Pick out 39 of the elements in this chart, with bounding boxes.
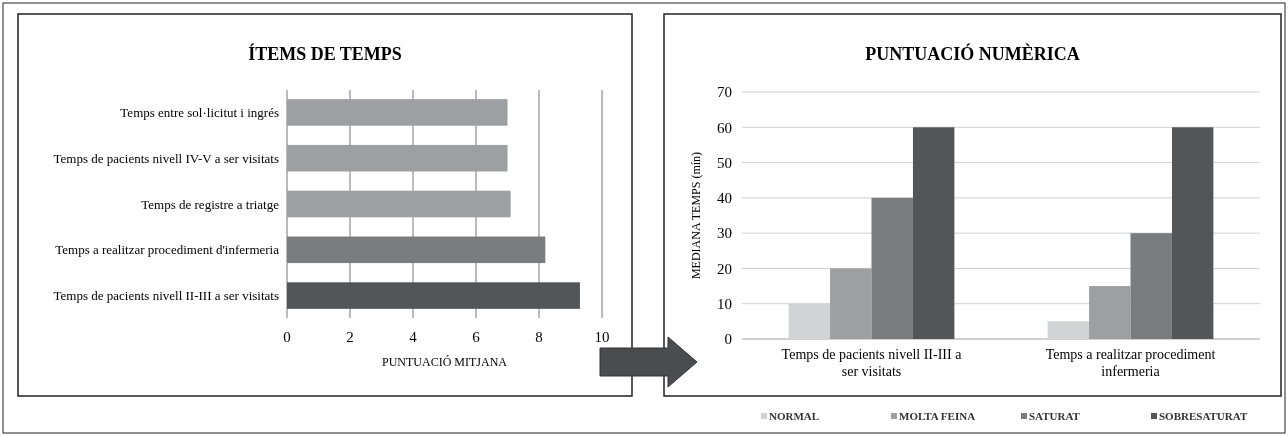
x-tick-label: Temps a realitzar procediment infermeria [1045, 347, 1216, 379]
bar [912, 127, 955, 339]
bar [1171, 127, 1214, 339]
chart-title: PUNTUACIÓ NUMÈRICA [865, 43, 1080, 64]
y-tick-label: 40 [717, 190, 732, 207]
x-tick-label: 2 [346, 329, 354, 345]
legend-label: SOBRESATURAT [1159, 410, 1248, 422]
legend-label: SATURAT [1029, 410, 1081, 422]
x-tick-label: 6 [472, 329, 481, 345]
y-tick-label: 10 [717, 295, 732, 312]
x-axis-title: PUNTUACIÓ MITJANA [382, 355, 508, 369]
x-tick-label: Temps de pacients nivell II-III a ser visitats [781, 347, 963, 379]
x-tick-label: 0 [283, 329, 291, 345]
x-tick-label: 8 [535, 329, 543, 345]
y-tick-label: Temps de pacients nivell IV-V a ser visitats [53, 150, 279, 166]
y-axis-title: MEDIANA TEMPS (mín) [689, 151, 703, 280]
bar [1130, 233, 1172, 339]
bar [1047, 321, 1090, 339]
y-tick-label: 60 [717, 119, 732, 136]
x-tick-label: 10 [594, 329, 610, 345]
y-tick-label: Temps de pacients nivell II-III a ser visitats [53, 288, 279, 304]
bar [287, 190, 511, 218]
bar [871, 197, 913, 339]
bar [830, 268, 872, 339]
bar [287, 99, 508, 126]
legend-label: NORMAL [769, 410, 820, 422]
y-tick-label: Temps de registre a triatge [141, 196, 280, 212]
y-tick-label: Temps a realitzar procediment d'infermeria [55, 242, 280, 258]
bar [287, 282, 580, 309]
y-tick-label: Temps entre sol·licitut i ingrés [120, 104, 279, 120]
bar [287, 144, 508, 172]
bar [1089, 286, 1131, 339]
y-tick-label: 20 [717, 260, 732, 277]
y-tick-label: 50 [717, 154, 732, 171]
legend-label: MOLTA FEINA [899, 410, 976, 422]
y-tick-label: 30 [717, 225, 732, 242]
x-tick-label: 4 [409, 329, 418, 345]
chart-title: ÍTEMS DE TEMPS [248, 43, 402, 64]
y-tick-label: 70 [717, 84, 732, 101]
